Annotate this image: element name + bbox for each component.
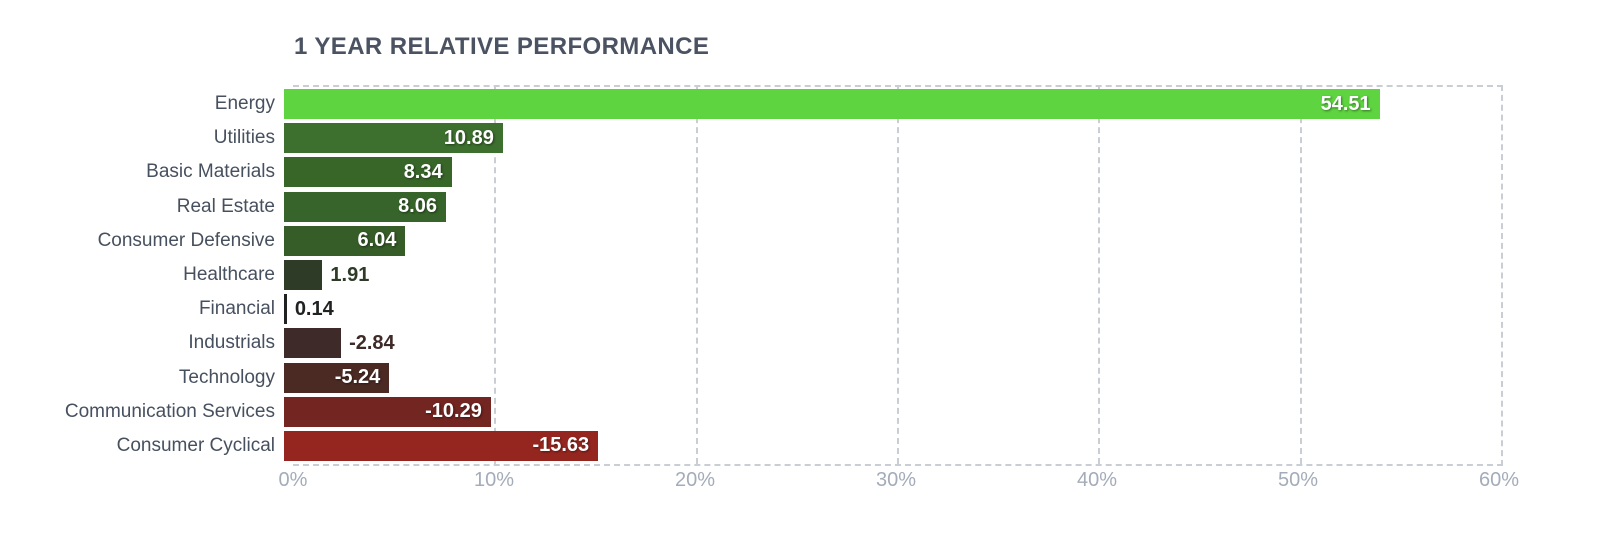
value-label: 6.04 [357,229,397,252]
bar-row: Consumer Cyclical -15.63 [0,430,1608,465]
bar-track: 54.51 [284,89,1494,119]
x-tick-label: 10% [473,469,515,491]
category-label: Real Estate [176,195,275,217]
bar-row: Utilities 10.89 [0,123,1608,157]
value-label: 54.51 [1320,92,1371,115]
value-label: -2.84 [349,332,395,355]
category-label: Utilities [213,127,275,149]
value-label: 10.89 [443,126,494,149]
category-label: Energy [214,93,275,114]
category-label: Financial [198,298,275,320]
bar-communication-services: -10.29 [284,396,491,427]
bar-row: Healthcare 1.91 [0,259,1608,294]
bar-basic-materials: 8.34 [284,157,452,188]
bar-consumer-cyclical: -15.63 [284,430,599,461]
gridline-50% [1299,87,1302,464]
bar-row: Real Estate 8.06 [0,191,1608,226]
x-tick-label: 0% [278,469,308,491]
category-label: Consumer Cyclical [116,434,275,456]
bar-row: Financial 0.14 [0,294,1608,328]
value-label: -10.29 [425,400,482,423]
x-tick-label: 40% [1076,469,1118,491]
bar-row: Industrials -2.84 [0,328,1608,362]
bar-rows: Energy 54.51 Utilities 10.89 Basic Materials… [0,85,1608,466]
bar-track: 10.89 [284,123,1494,154]
value-label: 8.34 [403,160,443,183]
bar-row: Technology -5.24 [0,362,1608,397]
x-tick-label: 50% [1277,469,1319,491]
bar-industrials [284,328,342,359]
bar-track: -2.84 [284,328,1494,359]
bar-energy: 54.51 [284,89,1380,119]
bar-technology: -5.24 [284,362,390,393]
gridline-20% [695,87,698,464]
value-label: 0.14 [294,298,334,321]
chart-title: 1 YEAR RELATIVE PERFORMANCE [294,33,710,60]
x-tick-label: 30% [875,469,917,491]
value-label: -15.63 [532,434,590,457]
category-label: Communication Services [64,400,275,422]
gridline-40% [1098,87,1101,464]
gridline-10% [494,87,497,464]
category-label: Technology [178,366,275,388]
bar-track: 1.91 [284,259,1494,290]
bar-track: -10.29 [284,396,1494,427]
bar-utilities: 10.89 [284,123,503,154]
value-label: 1.91 [330,263,370,286]
bar-consumer-defensive: 6.04 [284,225,406,256]
bar-real-estate: 8.06 [284,191,446,222]
x-tick-label: 20% [674,469,716,491]
bar-healthcare [284,259,323,290]
value-label: 8.06 [398,195,437,218]
plot-area [293,85,1503,466]
bar-track: 0.14 [284,294,1494,325]
bar-row: Basic Materials 8.34 [0,157,1608,191]
category-label: Industrials [188,332,275,354]
bar-track: 8.34 [284,157,1494,188]
bar-financial [284,294,287,325]
bar-row: Communication Services -10.29 [0,396,1608,431]
bar-track: -5.24 [284,362,1494,393]
category-label: Basic Materials [146,161,275,183]
bar-track: -15.63 [284,430,1494,461]
x-tick-label: 60% [1478,469,1520,491]
category-label: Healthcare [183,263,275,285]
value-label: -5.24 [334,366,381,388]
bar-track: 6.04 [284,225,1494,256]
category-label: Consumer Defensive [97,229,275,251]
bar-row: Consumer Defensive 6.04 [0,225,1608,260]
bar-row: Energy 54.51 [0,89,1608,123]
gridline-30% [897,87,899,464]
bar-track: 8.06 [284,191,1494,222]
